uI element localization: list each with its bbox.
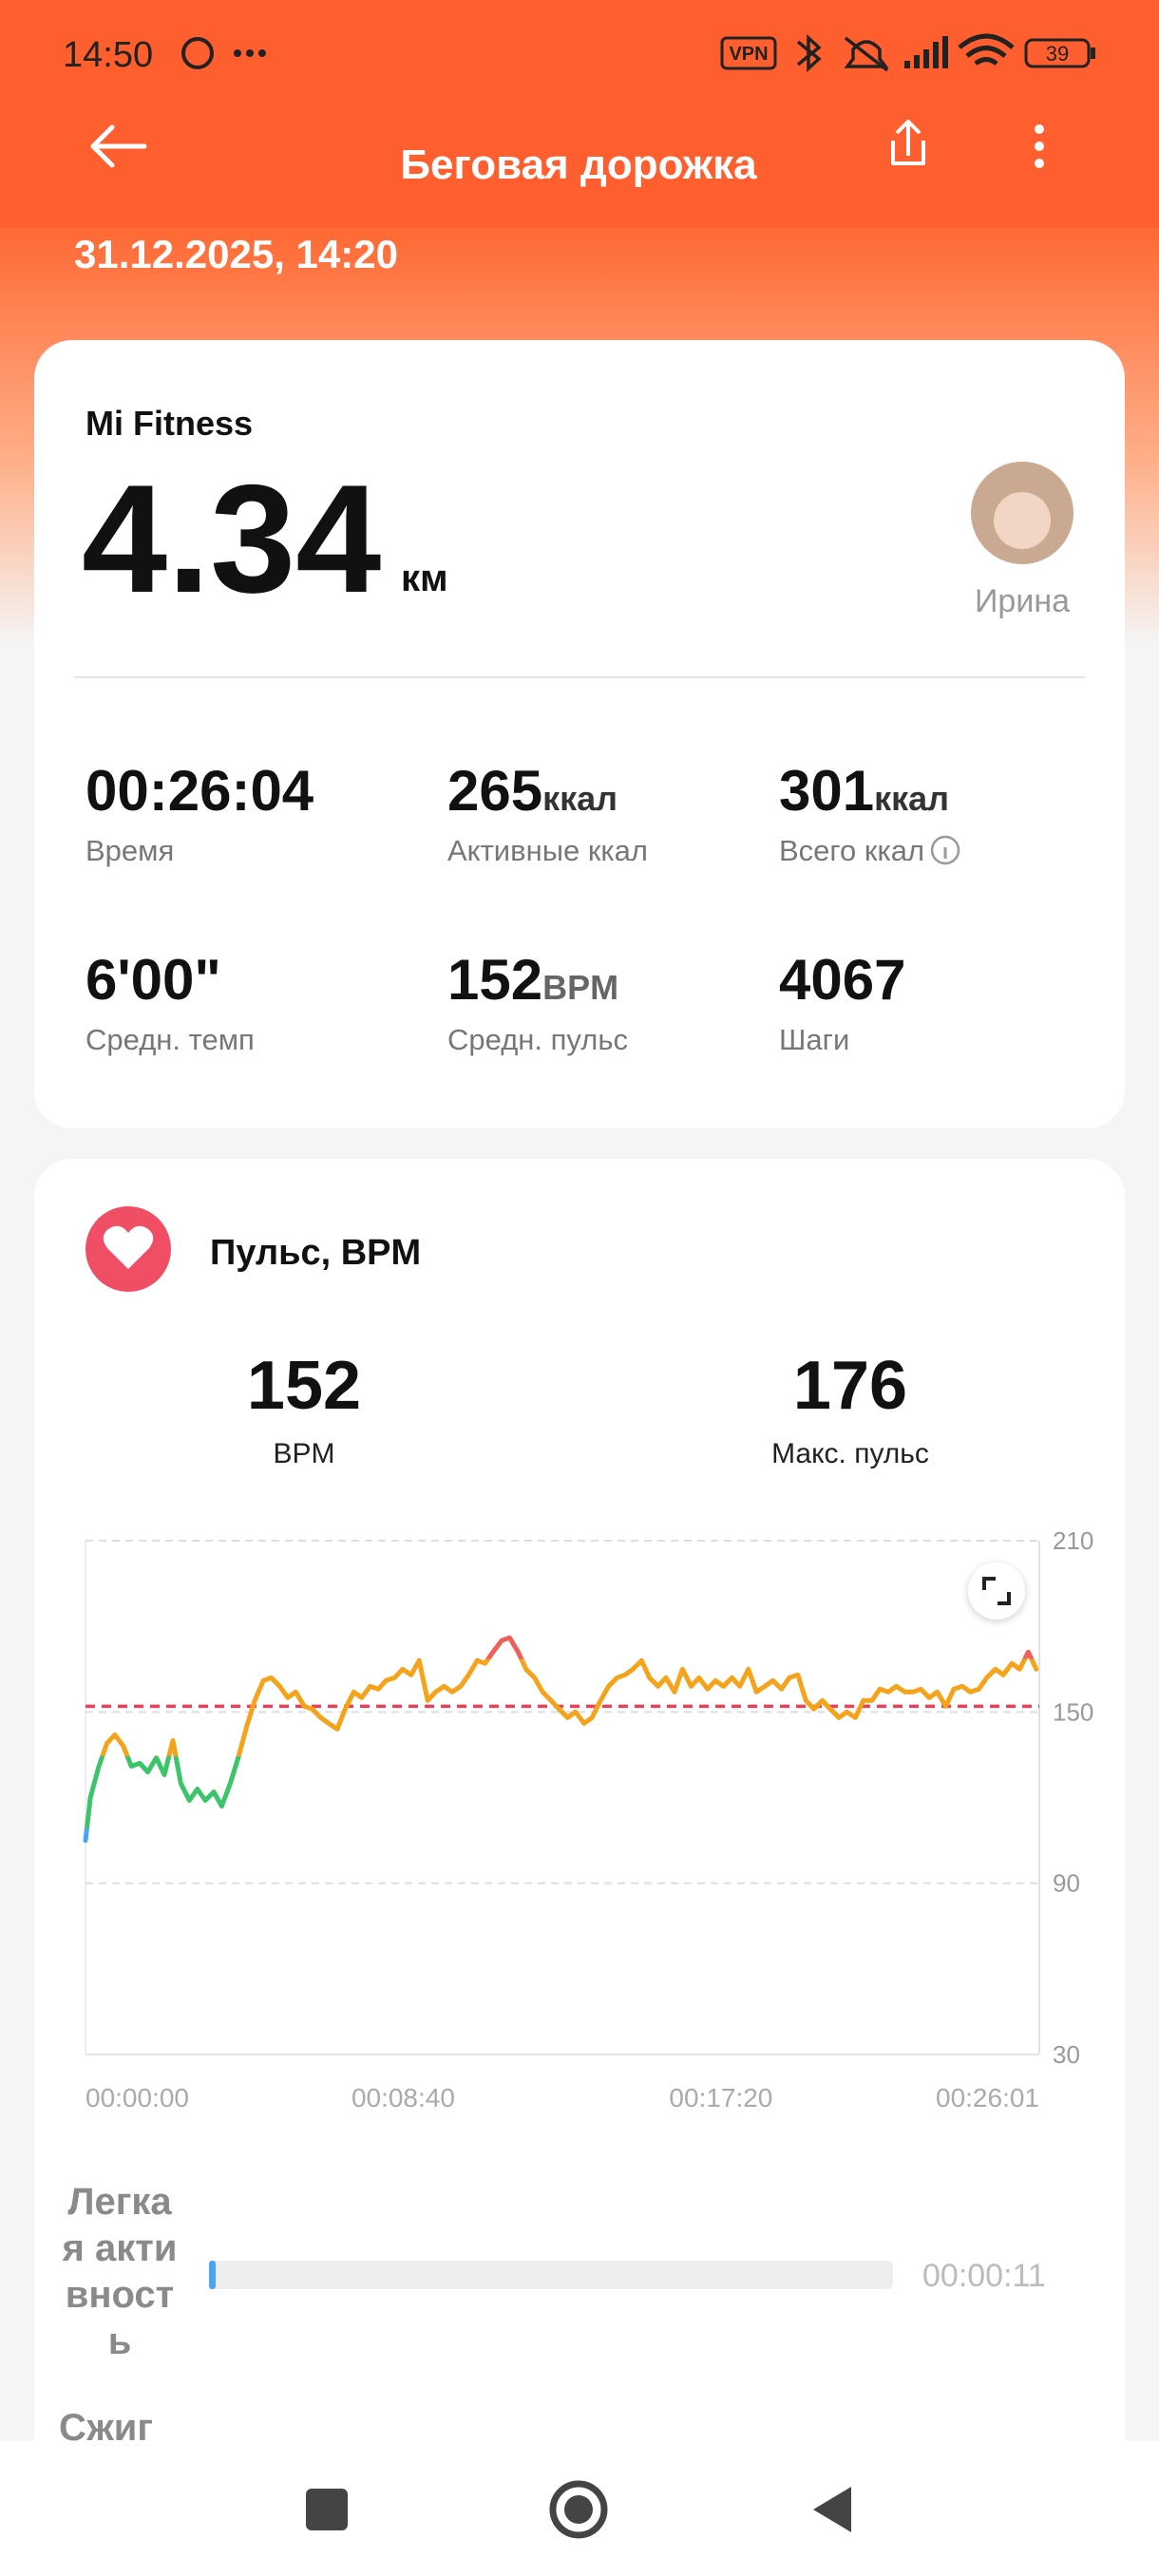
stat-value-line: 265ккал xyxy=(447,759,618,823)
stat-label: Средн. пульс xyxy=(447,1023,628,1056)
back-button[interactable] xyxy=(90,124,147,168)
summary-card xyxy=(34,340,1125,1128)
stat-unit: ккал xyxy=(542,779,618,818)
x-tick-label: 00:08:40 xyxy=(352,2083,455,2112)
vpn-text: VPN xyxy=(729,44,768,65)
bluetooth-icon xyxy=(796,34,822,72)
max-label: Макс. пульс xyxy=(771,1438,929,1469)
menu-button[interactable] xyxy=(1035,124,1044,168)
stat-value-line: 152BPM xyxy=(447,948,618,1012)
y-tick-label: 30 xyxy=(1053,2040,1080,2069)
stat-unit: ккал xyxy=(874,779,949,818)
stat-value: 301 xyxy=(779,759,874,823)
stat-value: 6'00" xyxy=(86,948,221,1012)
zone-bar-fill xyxy=(209,2261,216,2289)
stat-value-line: 6'00" xyxy=(86,948,221,1012)
info-icon xyxy=(930,835,960,865)
stat-value: 265 xyxy=(447,759,542,823)
x-tick-label: 00:17:20 xyxy=(669,2083,772,2112)
more-icon xyxy=(234,49,266,57)
avatar-face xyxy=(994,492,1051,549)
battery-icon xyxy=(1024,38,1091,68)
zone-label: Легкая активность xyxy=(62,2181,178,2362)
expand-icon xyxy=(982,1577,1011,1605)
wifi-icon xyxy=(958,33,1015,66)
stat-label: Время xyxy=(86,834,174,867)
signal-icon xyxy=(904,36,948,68)
average-unit: BPM xyxy=(273,1438,334,1469)
home-button[interactable] xyxy=(549,2480,608,2539)
home-dot xyxy=(564,2495,593,2524)
stat-value: 00:26:04 xyxy=(86,759,314,823)
back-nav-button[interactable] xyxy=(813,2487,851,2532)
whatsapp-icon xyxy=(181,37,214,69)
x-tick-label: 00:26:01 xyxy=(936,2083,1039,2112)
source-name: Mi Fitness xyxy=(86,404,253,443)
status-time: 14:50 xyxy=(63,35,153,75)
stat-value: 152 xyxy=(447,948,542,1012)
battery-level: 39 xyxy=(1046,42,1069,66)
stat-unit: BPM xyxy=(542,968,618,1007)
max-heart-rate: 176 xyxy=(793,1348,907,1424)
heart-rate-title: Пульс, BPM xyxy=(210,1233,421,1273)
stat-label: Шаги xyxy=(779,1023,849,1056)
heart-rate-card xyxy=(34,1159,1125,2576)
heart-rate-chart: 30 90 150 210 00:00:00 00:08:40 00:17:20 00:26:… xyxy=(83,1526,1093,2112)
battery-tip xyxy=(1091,47,1095,59)
distance: 4.34 xyxy=(82,453,381,625)
stat-label: Активные ккал xyxy=(447,834,648,867)
stat-value-line: 4067 xyxy=(779,948,905,1012)
y-tick-label: 90 xyxy=(1053,1869,1080,1898)
stat-value: 4067 xyxy=(779,948,905,1012)
average-heart-rate: 152 xyxy=(247,1348,361,1424)
zone-bar-track xyxy=(209,2261,893,2289)
workout-date: 31.12.2025, 14:20 xyxy=(74,232,398,276)
stat-label: Средн. темп xyxy=(86,1023,255,1056)
share-button[interactable] xyxy=(891,120,925,165)
y-tick-label: 210 xyxy=(1053,1526,1093,1555)
y-tick-label: 150 xyxy=(1053,1697,1093,1726)
heart-icon xyxy=(103,1225,154,1269)
page-title: Беговая дорожка xyxy=(400,142,757,188)
zone-label: Сжиг xyxy=(59,2407,153,2441)
distance-unit: км xyxy=(401,558,448,599)
user-name: Ирина xyxy=(975,583,1070,619)
mute-icon xyxy=(844,36,889,72)
stat-value-line: 00:26:04 xyxy=(86,759,314,823)
heart-rate-line xyxy=(83,1635,1039,1844)
zone-duration: 00:00:11 xyxy=(922,2258,1046,2294)
stat-label: Всего ккал xyxy=(779,834,924,867)
stat-value-line: 301ккал xyxy=(779,759,949,823)
vpn-icon xyxy=(720,36,777,70)
x-tick-label: 00:00:00 xyxy=(86,2083,189,2112)
recents-button[interactable] xyxy=(306,2489,348,2530)
expand-button[interactable] xyxy=(968,1563,1025,1619)
